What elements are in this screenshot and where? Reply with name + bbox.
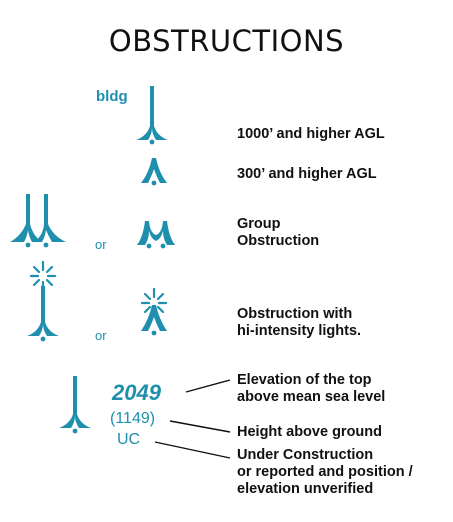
- uc-note-line1: Under Construction: [237, 447, 374, 463]
- msl-note-line2: above mean sea level: [237, 389, 386, 405]
- obstruction-icon: [141, 158, 167, 186]
- agl-height-value: (1149): [110, 410, 156, 427]
- lighted-obstruction-icon: [140, 287, 168, 336]
- group-obstruction-icon: [137, 221, 175, 249]
- lighted-description-line1: Obstruction with: [237, 306, 353, 322]
- page-title: OBSTRUCTIONS: [108, 24, 345, 58]
- or-separator: or: [95, 237, 107, 252]
- bldg-label: bldg: [96, 88, 128, 105]
- msl-elevation-value: 2049: [112, 380, 161, 405]
- agl-note: Height above ground: [237, 424, 382, 440]
- or-separator: or: [95, 328, 107, 343]
- group-description-line2: Obstruction: [237, 233, 320, 249]
- lighted-tall-obstruction-icon: [27, 260, 59, 342]
- msl-note-line1: Elevation of the top: [237, 372, 372, 388]
- obstruction-description: 300’ and higher AGL: [237, 166, 377, 182]
- uc-note-line3: elevation unverified: [237, 481, 374, 497]
- under-construction-code: UC: [117, 431, 141, 448]
- tall-obstruction-icon: [136, 86, 168, 145]
- tall-obstruction-description: 1000’ and higher AGL: [237, 126, 385, 142]
- uc-note-line2: or reported and position /: [237, 464, 413, 480]
- lighted-description-line2: hi-intensity lights.: [237, 323, 362, 339]
- example-obstruction-icon: [59, 376, 91, 434]
- group-tall-obstruction-icon: [10, 194, 66, 248]
- group-description-line1: Group: [237, 216, 281, 232]
